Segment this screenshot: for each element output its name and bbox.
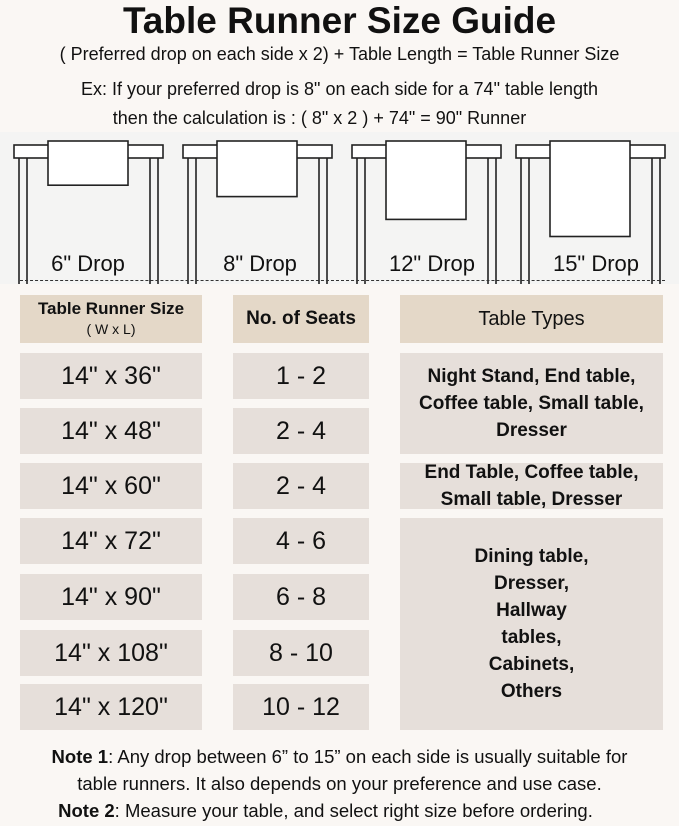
note-2-label: Note 2: [58, 800, 115, 821]
runner-size-cell: 14" x 48": [20, 408, 202, 454]
runner-size-cell: 14" x 90": [20, 574, 202, 620]
page-title: Table Runner Size Guide: [122, 0, 557, 41]
seats-cell: 2 - 4: [233, 408, 369, 454]
header-seats: No. of Seats: [233, 295, 369, 343]
header-size-label: Table Runner Size: [37, 299, 185, 318]
table-types-small: Night Stand, End table, Coffee table, Sm…: [400, 353, 663, 454]
note-2: Note 2: Measure your table, and select r…: [0, 797, 665, 824]
header-runner-size: Table Runner Size ( W x L): [20, 295, 202, 343]
runner-size-cell: 14" x 120": [20, 684, 202, 730]
table-runner: [216, 140, 298, 198]
runner-size-cell: 14" x 108": [20, 630, 202, 676]
table-runner: [47, 140, 129, 187]
example-line-1: Ex: If your preferred drop is 8" on each…: [80, 79, 599, 99]
drop-label-8: 8" Drop: [223, 251, 297, 276]
runner-size-cell: 14" x 36": [20, 353, 202, 399]
header-size-sub: ( W x L): [86, 321, 136, 337]
seats-cell: 8 - 10: [233, 630, 369, 676]
note-1-cont: table runners. It also depends on your p…: [77, 773, 602, 794]
header-table-types: Table Types: [400, 295, 663, 343]
table-types-medium: End Table, Coffee table, Small table, Dr…: [400, 462, 663, 510]
note-1: Note 1: Any drop between 6” to 15” on ea…: [0, 743, 679, 770]
note-1-label: Note 1: [51, 746, 109, 767]
drop-label-15: 15" Drop: [552, 251, 640, 276]
example-line-2: then the calculation is : ( 8" x 2 ) + 7…: [112, 108, 527, 128]
seats-cell: 10 - 12: [233, 684, 369, 730]
table-runner: [549, 140, 631, 238]
formula-text: ( Preferred drop on each side x 2) + Tab…: [59, 44, 620, 64]
note-1-text: : Any drop between 6” to 15” on each sid…: [108, 746, 628, 767]
seats-cell: 4 - 6: [233, 518, 369, 564]
dashed-divider: [20, 280, 665, 281]
seats-cell: 6 - 8: [233, 574, 369, 620]
table-runner: [385, 140, 467, 221]
table-types-large: Dining table, Dresser, Hallway tables, C…: [400, 518, 663, 730]
drop-illustrations: [0, 132, 679, 284]
note-2-text: : Measure your table, and select right s…: [114, 800, 593, 821]
drop-label-6: 6" Drop: [51, 251, 125, 276]
runner-size-cell: 14" x 60": [20, 463, 202, 509]
seats-cell: 1 - 2: [233, 353, 369, 399]
seats-cell: 2 - 4: [233, 463, 369, 509]
runner-size-cell: 14" x 72": [20, 518, 202, 564]
drop-diagrams: [13, 140, 666, 284]
drop-label-12: 12" Drop: [388, 251, 476, 276]
